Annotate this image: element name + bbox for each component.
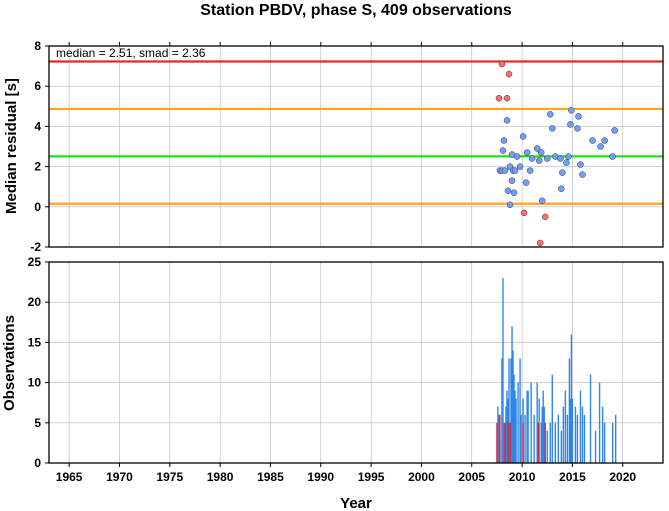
chart-title: Station PBDV, phase S, 409 observations	[200, 2, 512, 19]
residual-point	[506, 201, 514, 209]
residual-panel: -2 0 2 4 6 8 median = 2.51, smad = 2.36 Media…	[3, 39, 664, 254]
residual-point	[499, 147, 507, 154]
residual-point	[557, 155, 564, 162]
residual-point	[523, 149, 531, 156]
residual-point	[543, 155, 551, 162]
residual-point	[500, 137, 508, 144]
residual-point	[505, 70, 513, 78]
year-x-tick-label: 1980	[207, 470, 234, 484]
residual-point	[528, 155, 536, 162]
residual-point	[547, 111, 554, 118]
observations-y-tick-label: 25	[28, 255, 42, 269]
residual-point	[526, 167, 534, 174]
year-x-tick-label: 1970	[106, 470, 133, 484]
residual-y-tick-label: 4	[34, 119, 41, 133]
residual-point	[541, 213, 549, 221]
residual-point	[537, 149, 545, 156]
year-x-tick-label: 2005	[458, 470, 485, 484]
year-x-tick-label: 1965	[56, 470, 83, 484]
residual-y-tick-label: 6	[34, 79, 41, 93]
residual-point	[503, 95, 511, 102]
observations-y-tick-label: 15	[28, 335, 42, 349]
residual-point	[579, 171, 586, 178]
residual-point	[558, 185, 565, 192]
residual-point	[510, 189, 518, 196]
residual-y-axis-label: Median residual [s]	[3, 78, 20, 214]
year-x-tick-label: 2020	[609, 470, 636, 484]
residual-point	[565, 153, 572, 160]
residual-point	[559, 169, 566, 176]
residual-plot-frame	[48, 45, 664, 248]
year-x-tick-label: 2010	[509, 470, 536, 484]
year-x-tick-label: 2015	[559, 470, 586, 484]
residual-points	[495, 60, 618, 247]
year-x-tick-label: 1995	[358, 470, 385, 484]
residual-y-tick-label: -2	[30, 240, 41, 254]
residual-point	[597, 143, 604, 150]
residual-point	[538, 197, 546, 205]
residual-y-tick-label: 0	[34, 200, 41, 214]
observations-y-tick-label: 10	[28, 376, 42, 390]
residual-y-ticks: -2 0 2 4 6 8	[30, 39, 49, 254]
residual-point	[501, 167, 509, 174]
residual-point	[567, 121, 574, 128]
observations-y-tick-label: 0	[34, 456, 41, 470]
residual-point	[609, 153, 616, 160]
residual-point	[577, 161, 584, 168]
residual-point	[511, 167, 519, 174]
residual-point	[601, 137, 608, 144]
residual-point	[536, 239, 544, 247]
observations-y-tick-label: 20	[28, 295, 42, 309]
residual-y-tick-label: 8	[34, 39, 41, 53]
residual-point	[589, 137, 596, 144]
residual-point	[522, 179, 530, 186]
residual-point	[568, 107, 575, 114]
year-x-tick-label: 1985	[257, 470, 284, 484]
year-x-ticks: 1965 1970 1975 1980 1985 1990 1995 2000 2005 2010…	[56, 463, 636, 484]
residual-point	[504, 187, 512, 194]
residual-point	[574, 125, 581, 132]
observations-bars	[496, 278, 617, 463]
residual-y-tick-label: 2	[34, 160, 41, 174]
residual-point	[513, 153, 521, 160]
residual-point	[611, 127, 618, 134]
observations-y-axis-label: Observations	[1, 315, 18, 411]
residual-grid	[49, 42, 663, 248]
residual-point	[519, 133, 527, 140]
residual-point	[535, 157, 543, 164]
residual-point	[516, 163, 524, 170]
observations-y-tick-label: 5	[34, 416, 41, 430]
residual-point	[575, 113, 582, 120]
residual-point	[498, 60, 506, 68]
residual-reference-lines	[49, 60, 663, 205]
median-smad-annotation: median = 2.51, smad = 2.36	[56, 46, 206, 60]
residual-point	[508, 177, 516, 184]
residual-point	[549, 125, 556, 132]
residual-point	[563, 159, 570, 166]
year-x-tick-label: 1975	[156, 470, 183, 484]
residual-point	[520, 209, 528, 217]
year-x-tick-label: 2000	[408, 470, 435, 484]
residual-point	[495, 95, 503, 102]
year-x-tick-label: 1990	[307, 470, 334, 484]
observations-panel: 0 5 10 15 20 25 1965 1970 1975 1980 1985 1990 1995 2…	[1, 255, 664, 511]
observations-y-ticks: 0 5 10 15 20 25	[28, 255, 49, 470]
residual-point	[503, 117, 511, 124]
residual-point	[533, 145, 541, 152]
observations-plot-frame	[48, 261, 664, 464]
year-x-axis-label: Year	[340, 495, 372, 511]
